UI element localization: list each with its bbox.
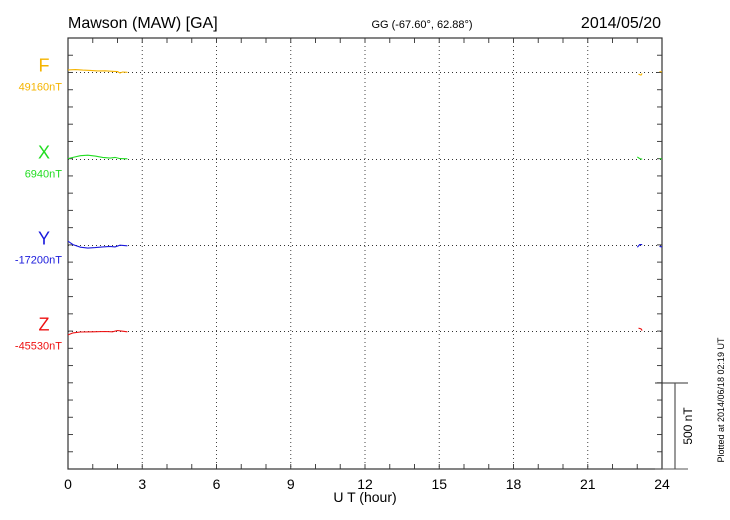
x-tick-label: 12 xyxy=(357,476,373,492)
x-tick-label: 9 xyxy=(287,476,295,492)
plotted-at-footer: Plotted at 2014/06/18 02:19 UT xyxy=(716,337,726,463)
x-axis-label: U T (hour) xyxy=(333,489,396,505)
plot-frame xyxy=(67,37,663,470)
axis-ticks xyxy=(68,38,662,469)
x-tick-label: 3 xyxy=(138,476,146,492)
x-tick-label: 0 xyxy=(64,476,72,492)
series-labels: F 49160nT X 6940nT Y -17200nT Z -45530nT xyxy=(15,56,62,353)
scale-bar xyxy=(655,382,688,470)
chart-date: 2014/05/20 xyxy=(581,15,661,32)
series-baseline-label-x: 6940nT xyxy=(25,169,63,181)
series-line-y xyxy=(636,244,643,248)
series-name-x: X xyxy=(38,143,50,163)
series-line-x xyxy=(636,156,643,160)
scale-bar-label: 500 nT xyxy=(681,407,695,445)
series-line-y xyxy=(659,245,663,248)
x-tick-label: 6 xyxy=(213,476,221,492)
series-name-f: F xyxy=(39,56,50,76)
series-baseline-label-z: -45530nT xyxy=(15,341,62,353)
series-line-x xyxy=(67,154,128,160)
series-name-z: Z xyxy=(39,315,50,335)
series-baseline-label-f: 49160nT xyxy=(19,82,63,94)
series-line-x xyxy=(659,157,663,160)
x-tick-label: 18 xyxy=(506,476,522,492)
series-line-y xyxy=(67,240,128,249)
chart-subtitle: GG (-67.60°, 62.88°) xyxy=(371,19,472,31)
series-line-z xyxy=(67,329,128,336)
series-line-f xyxy=(659,70,663,73)
series-line-f xyxy=(638,73,643,76)
x-tick-label: 15 xyxy=(431,476,447,492)
chart-title: Mawson (MAW) [GA] xyxy=(68,15,218,32)
grid xyxy=(68,38,662,469)
series-line-z xyxy=(638,327,643,331)
series-name-y: Y xyxy=(38,229,50,249)
series-lines xyxy=(67,69,663,336)
x-tick-label: 21 xyxy=(580,476,596,492)
series-line-f xyxy=(67,69,128,74)
series-baseline-label-y: -17200nT xyxy=(15,255,62,267)
x-tick-label: 24 xyxy=(654,476,670,492)
x-tick-labels: 0 3 6 9 12 15 18 21 24 xyxy=(64,476,670,492)
